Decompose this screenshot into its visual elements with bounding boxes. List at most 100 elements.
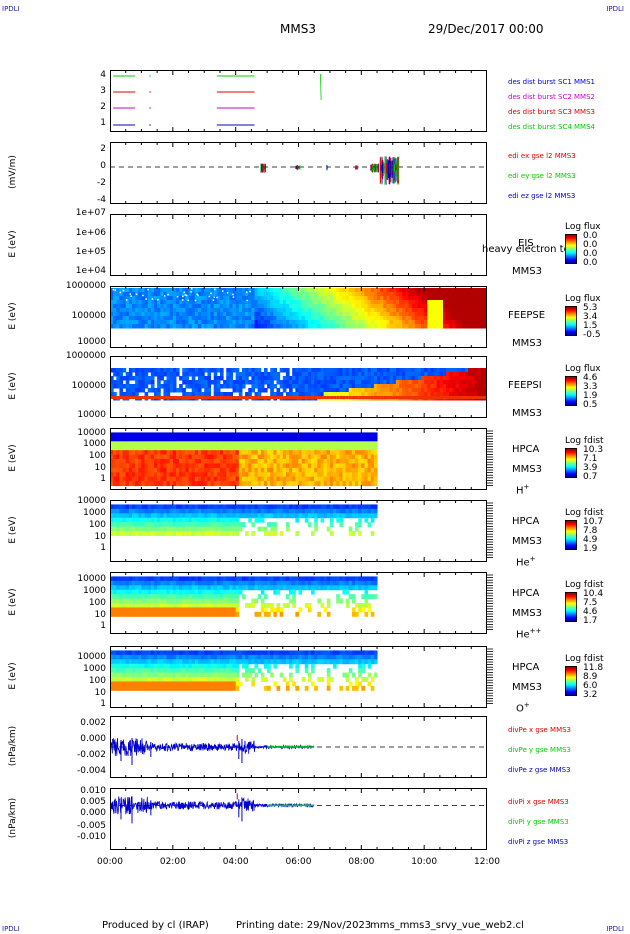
heat-cell [263,324,268,329]
heat-cell [207,312,212,317]
heat-cell [430,300,435,305]
heat-cell [377,392,381,397]
heat-cell [153,607,158,613]
heat-cell [373,450,378,456]
heat-cell [135,380,139,385]
heat-cell [292,467,296,473]
heat-cell [317,450,321,456]
heat-cell [150,481,155,487]
heat-cell [219,324,224,329]
heat-cell [157,598,161,604]
heat-cell [480,324,485,329]
heat-cell [138,316,142,321]
instrument-sc-label: MMS3 [512,464,542,475]
heat-cell [270,472,274,478]
heat-cell [295,463,299,469]
heat-cell [160,376,164,381]
heat-cell [405,304,409,309]
heat-cell [204,304,208,309]
heat-cell [226,392,230,397]
heat-cell [295,436,299,442]
heat-cell [317,504,321,510]
heat-cell [131,396,136,399]
heat-cell [119,388,124,393]
heat-cell [169,432,174,438]
heat-cell [273,304,278,309]
heat-cell [119,308,124,313]
heat-cell [245,467,249,473]
heat-cell [229,508,234,514]
heat-cell [226,476,230,482]
heat-cell [113,476,117,482]
heat-cell [370,459,375,464]
heat-cell [270,459,274,464]
heat-cell [285,445,290,451]
heat-cell [175,522,180,528]
heat-cell [370,481,375,487]
heat-cell [119,526,124,532]
heat-cell [348,376,353,381]
heat-cell [452,288,457,293]
heat-cell [405,380,409,385]
heat-cell [307,472,312,478]
heat-cell [260,320,265,325]
heat-cell [289,376,293,381]
heat-cell [128,589,133,595]
heat-cell [323,288,328,293]
heat-cell [245,316,249,321]
heat-cell [377,300,381,305]
heat-cell [113,436,117,442]
heat-cell [483,316,487,321]
heat-cell [201,432,205,438]
heat-cell [110,292,114,297]
heat-cell [345,459,350,464]
heat-cell [122,531,127,536]
heat-cell [380,292,384,297]
heat-cell [125,580,130,586]
heat-cell [351,436,356,442]
heat-cell [285,304,290,309]
heat-cell [458,376,463,381]
heat-cell [229,296,234,301]
heat-cell [163,472,168,478]
heat-cell [320,288,325,293]
heat-cell [355,585,359,591]
heat-cell [251,522,256,528]
heat-cell [163,396,168,399]
heat-cell [282,513,287,519]
heat-cell [417,384,422,389]
heat-cell [333,481,337,487]
heat-cell [125,481,130,487]
heat-cell [270,384,274,389]
heat-cell [263,463,268,469]
heat-cell [128,531,133,536]
heat-cell [311,441,315,447]
heat-cell [232,292,237,297]
heat-cell [131,312,136,317]
heat-cell [135,585,139,591]
heat-cell [276,580,281,586]
heat-cell [307,603,312,608]
heat-cell [166,603,171,608]
heat-cell [219,396,224,399]
heat-cell [254,513,259,519]
heat-cell [179,288,183,293]
heat-cell [141,292,146,297]
heat-cell [361,376,365,381]
heat-cell [113,380,117,385]
heat-cell [248,388,252,393]
heat-cell [153,585,158,591]
heat-cell [383,312,387,317]
heat-cell [367,522,372,528]
heat-cell [314,481,318,487]
heat-cell [175,481,180,487]
heat-cell [461,316,466,321]
heat-cell [430,380,435,385]
heat-cell [254,441,259,447]
heat-cell [232,445,237,451]
heat-cell [439,312,444,317]
heat-cell [248,300,252,305]
heat-cell [141,576,146,582]
heat-cell [201,396,205,399]
heat-cell [116,585,120,591]
